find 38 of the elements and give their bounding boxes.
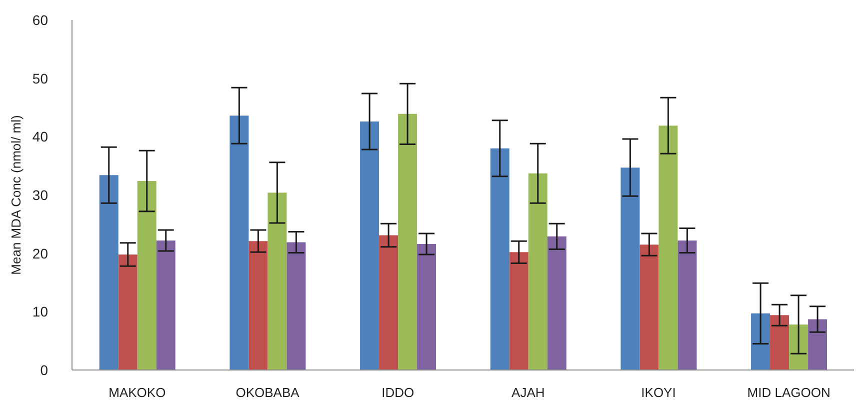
bar — [156, 240, 176, 370]
y-tick-label: 10 — [32, 304, 48, 320]
bar — [268, 192, 287, 370]
bar — [770, 315, 790, 370]
bar — [490, 148, 510, 370]
bar — [230, 116, 249, 370]
bar — [528, 173, 548, 370]
bar — [379, 235, 398, 370]
y-tick-label: 0 — [40, 362, 48, 378]
bar — [137, 181, 156, 370]
x-tick-label: OKOBABA — [236, 385, 300, 400]
bar — [248, 241, 268, 370]
y-tick-label: 50 — [32, 70, 48, 86]
x-tick-label: MAKOKO — [108, 385, 166, 400]
bar — [417, 244, 436, 370]
bar — [547, 236, 566, 370]
y-tick-label: 40 — [32, 128, 48, 145]
bar — [751, 313, 770, 370]
x-tick-label: IDDO — [382, 385, 414, 400]
bar — [789, 324, 808, 370]
x-tick-label: MID LAGOON — [747, 385, 830, 400]
y-tick-label: 30 — [32, 186, 48, 203]
x-tick-label: AJAH — [512, 385, 545, 400]
y-tick-label: 60 — [32, 12, 48, 28]
bar — [678, 240, 697, 370]
bar — [99, 175, 118, 370]
bar — [118, 254, 138, 370]
x-tick-label: IKOYI — [641, 385, 676, 400]
bar — [509, 252, 528, 370]
bar — [360, 122, 380, 370]
y-tick-label: 20 — [32, 245, 48, 262]
y-axis-title: Mean MDA Conc (nmol/ ml) — [8, 115, 24, 275]
bar — [658, 126, 678, 370]
bar — [620, 168, 640, 370]
bar — [640, 244, 659, 370]
bar — [808, 319, 828, 370]
bar — [398, 114, 418, 370]
bar — [286, 242, 306, 370]
